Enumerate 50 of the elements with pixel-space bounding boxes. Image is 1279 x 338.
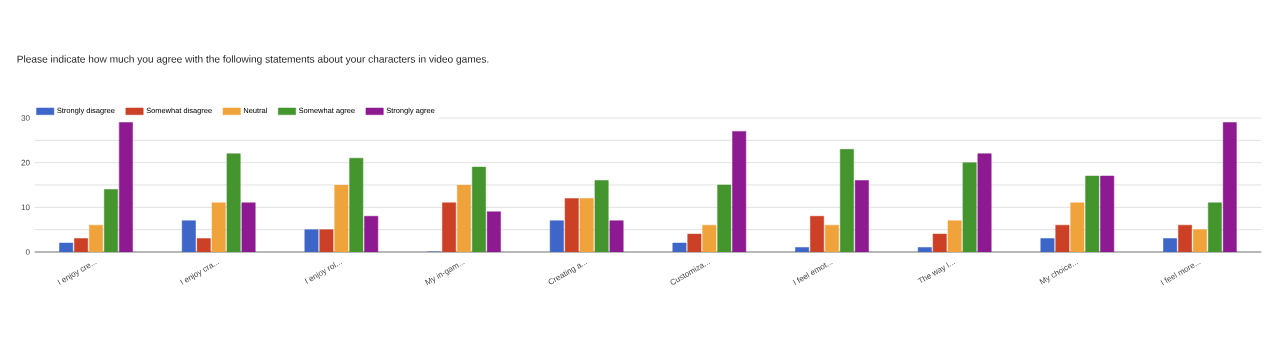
bar xyxy=(1055,224,1070,252)
bar xyxy=(457,184,471,252)
bar xyxy=(74,238,89,252)
bar xyxy=(1163,238,1178,252)
bar xyxy=(211,202,226,252)
x-tick-label: I enjoy cre... xyxy=(57,263,97,285)
bar xyxy=(1040,238,1055,252)
bar xyxy=(89,224,103,252)
bar xyxy=(1207,202,1222,252)
bar xyxy=(962,162,977,252)
bar xyxy=(319,229,334,252)
x-tick-label: I feel more... xyxy=(1160,263,1201,286)
bar xyxy=(104,189,118,252)
y-tick-label: 20 xyxy=(21,159,30,166)
bar xyxy=(226,153,241,252)
bar xyxy=(1070,202,1085,252)
bar xyxy=(349,157,364,252)
bar xyxy=(687,233,702,252)
x-tick-label: I feel emot... xyxy=(792,262,833,286)
bar xyxy=(717,184,732,252)
bar xyxy=(702,224,717,252)
bar xyxy=(472,166,486,252)
bar xyxy=(917,247,932,252)
bar xyxy=(196,238,211,252)
chart-title: Please indicate how much you agree with the following statements about your characters in video games. xyxy=(17,55,489,65)
bar xyxy=(825,224,839,252)
bar xyxy=(594,180,609,252)
bar xyxy=(795,247,810,252)
bar xyxy=(304,229,319,252)
y-tick-label: 30 xyxy=(21,115,30,121)
bar xyxy=(549,220,564,252)
bar xyxy=(1193,229,1207,252)
x-tick-label: I enjoy rol... xyxy=(304,262,342,284)
bar xyxy=(840,148,854,252)
bar xyxy=(1178,224,1192,252)
x-tick-label: The way I... xyxy=(917,262,956,284)
y-tick-label: 10 xyxy=(21,204,30,211)
bar xyxy=(564,198,579,252)
bar xyxy=(181,220,196,252)
bar xyxy=(947,220,962,252)
y-tick-label: 0 xyxy=(25,249,30,255)
x-tick-label: I enjoy cra... xyxy=(180,263,220,285)
bar xyxy=(442,202,457,252)
bar xyxy=(1085,175,1100,252)
bar xyxy=(932,233,947,252)
bar xyxy=(59,242,74,252)
bar xyxy=(579,198,594,252)
bar xyxy=(810,215,825,252)
bar xyxy=(672,242,687,252)
bar xyxy=(334,184,349,252)
